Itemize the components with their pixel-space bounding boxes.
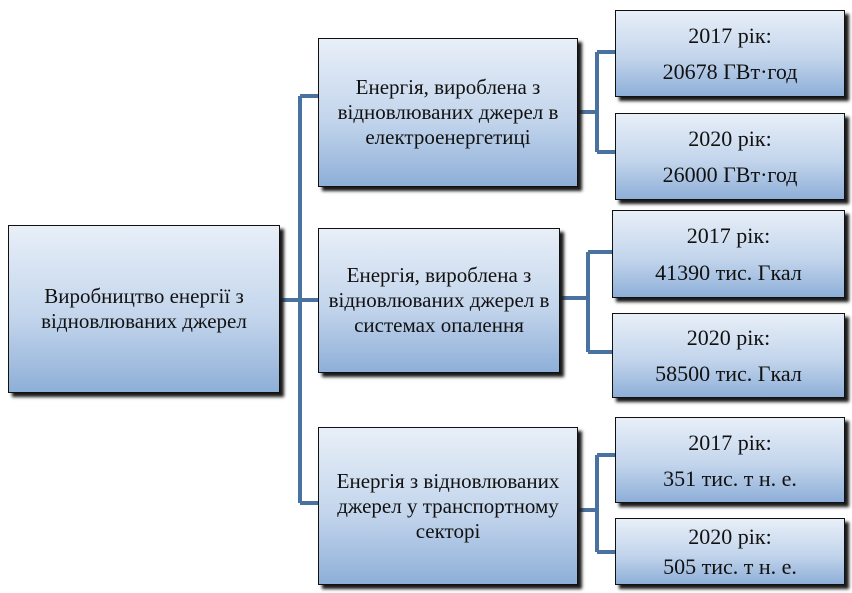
year: 2017 рік: (688, 22, 772, 48)
value: 351 тис. т н. е. (663, 465, 797, 491)
leaf-node: 2020 рік: 505 тис. т н. е. (615, 518, 845, 585)
branch-connector (560, 250, 612, 354)
leaf-node: 2020 рік: 58500 тис. Гкал (612, 313, 845, 398)
branch-node: Енергія з відновлюваних джерел у транспо… (318, 427, 578, 585)
branch-connector (578, 50, 615, 154)
year: 2020 рік: (688, 125, 772, 151)
branch-connector (578, 453, 615, 554)
value: 58500 тис. Гкал (655, 360, 802, 386)
root-connector (280, 94, 318, 505)
branch-node: Енергія, вироблена з відновлюваних джере… (318, 228, 560, 373)
value: 41390 тис. Гкал (655, 260, 802, 285)
value: 26000 ГВт·год (662, 162, 798, 188)
value: 20678 ГВт·год (662, 59, 798, 85)
year: 2020 рік: (688, 523, 772, 549)
year: 2017 рік: (688, 429, 772, 455)
branch-node: Енергія, вироблена з відновлюваних джере… (318, 38, 578, 187)
leaf-node: 2017 рік: 41390 тис. Гкал (612, 210, 845, 298)
year: 2017 рік: (686, 223, 771, 248)
year: 2020 рік: (686, 325, 771, 351)
leaf-node: 2017 рік: 20678 ГВт·год (615, 10, 845, 97)
leaf-node: 2017 рік: 351 тис. т н. е. (615, 417, 845, 503)
value: 505 тис. т н. е. (663, 554, 797, 580)
leaf-node: 2020 рік: 26000 ГВт·год (615, 113, 845, 200)
root-node: Виробництво енергії з відновлюваних джер… (8, 225, 280, 393)
